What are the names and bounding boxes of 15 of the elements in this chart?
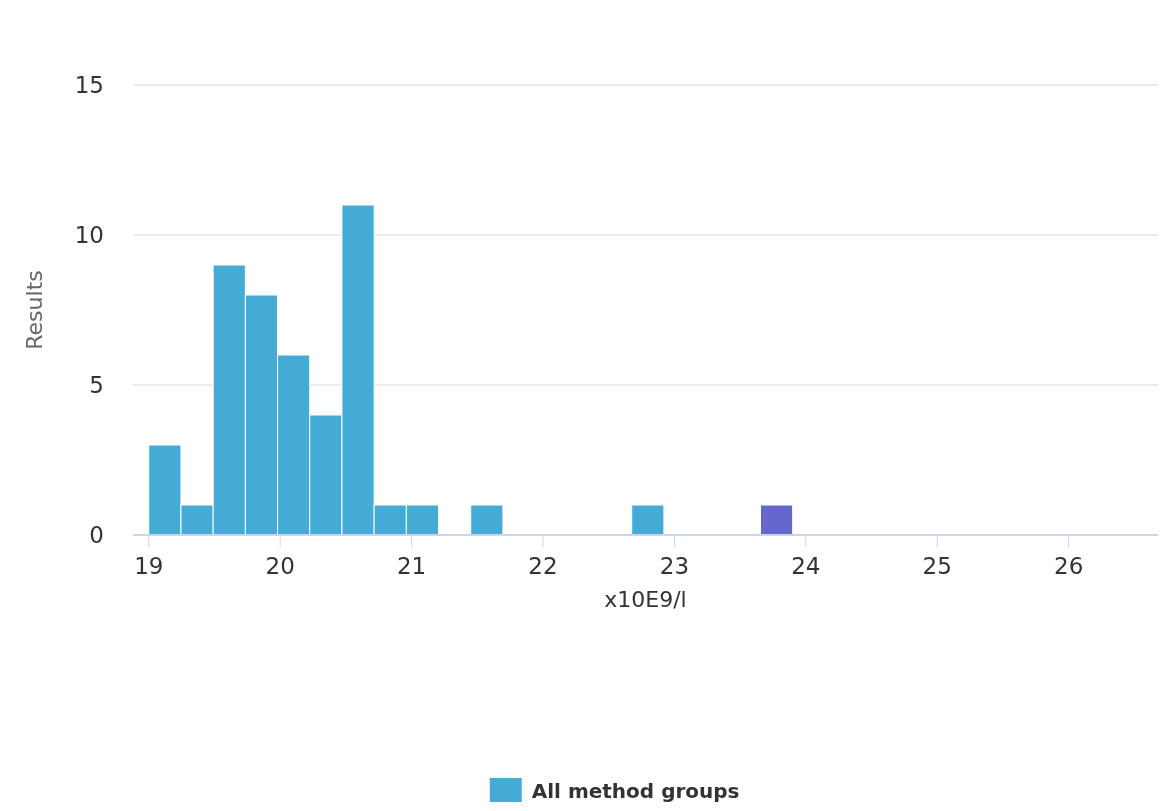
x-tick-label: 21: [396, 553, 427, 579]
y-tick-label: 15: [74, 72, 104, 98]
x-tick-label: 26: [1054, 553, 1084, 579]
y-axis-title: Results: [22, 270, 47, 350]
y-tick-label: 10: [74, 222, 104, 248]
x-tick-label: 22: [528, 553, 558, 579]
x-tick-label: 19: [134, 553, 164, 579]
x-tick-label: 25: [922, 553, 952, 579]
legend-label: All method groups: [531, 779, 740, 803]
x-tick-label: 20: [265, 553, 295, 579]
x-axis-title: x10E9/l: [604, 587, 687, 612]
x-tick-label: 24: [791, 553, 821, 579]
x-tick-label: 23: [659, 553, 690, 579]
y-tick-label: 5: [89, 372, 104, 398]
y-tick-label: 0: [89, 522, 104, 548]
